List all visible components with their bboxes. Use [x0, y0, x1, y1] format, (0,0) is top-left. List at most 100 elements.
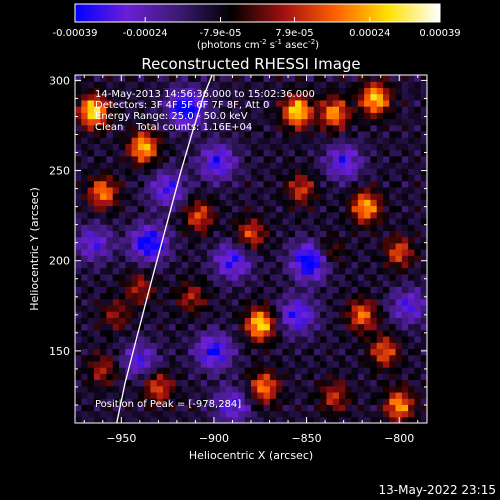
heatmap-cell: [401, 391, 409, 399]
heatmap-cell: [395, 255, 403, 263]
heatmap-cell: [125, 93, 133, 101]
heatmap-cell: [207, 174, 214, 182]
heatmap-cell: [320, 143, 328, 151]
heatmap-cell: [295, 112, 302, 120]
heatmap-cell: [401, 106, 409, 113]
heatmap-cell: [175, 193, 183, 200]
heatmap-cell: [106, 217, 114, 225]
heatmap-cell: [150, 130, 158, 138]
heatmap-cell: [150, 224, 158, 231]
heatmap-cell: [75, 354, 82, 362]
heatmap-cell: [81, 87, 89, 95]
heatmap-cell: [188, 267, 196, 275]
heatmap-cell: [320, 367, 328, 374]
heatmap-cell: [269, 391, 277, 399]
heatmap-cell: [357, 217, 365, 225]
heatmap-cell: [238, 304, 246, 312]
heatmap-cell: [282, 130, 290, 138]
heatmap-cell: [332, 385, 340, 393]
heatmap-cell: [163, 360, 170, 368]
heatmap-cell: [200, 75, 208, 82]
heatmap-cell: [106, 348, 114, 356]
heatmap-cell: [263, 398, 271, 405]
heatmap-cell: [345, 112, 353, 120]
heatmap-cell: [364, 149, 372, 157]
heatmap-cell: [345, 317, 353, 325]
heatmap-cell: [93, 81, 101, 89]
heatmap-cell: [332, 211, 340, 219]
heatmap-cell: [408, 404, 416, 412]
heatmap-cell: [207, 87, 214, 95]
heatmap-cell: [408, 87, 416, 95]
heatmap-cell: [301, 286, 309, 294]
heatmap-cell: [408, 149, 416, 157]
heatmap-cell: [408, 385, 416, 393]
heatmap-cell: [376, 106, 384, 113]
heatmap-cell: [276, 242, 284, 250]
heatmap-cell: [188, 217, 196, 225]
heatmap-cell: [383, 193, 390, 200]
heatmap-cell: [251, 149, 258, 157]
heatmap-cell: [251, 193, 258, 200]
heatmap-cell: [332, 149, 340, 157]
heatmap-cell: [326, 93, 334, 101]
heatmap-cell: [238, 124, 246, 132]
heatmap-cell: [200, 379, 208, 387]
heatmap-cell: [213, 75, 221, 82]
heatmap-cell: [420, 155, 427, 163]
heatmap-cell: [251, 143, 258, 151]
heatmap-cell: [414, 360, 422, 368]
heatmap-cell: [112, 267, 120, 275]
heatmap-cell: [175, 267, 183, 275]
heatmap-cell: [87, 186, 95, 194]
heatmap-cell: [313, 137, 321, 144]
heatmap-cell: [320, 286, 328, 294]
heatmap-cell: [383, 81, 390, 89]
heatmap-cell: [112, 81, 120, 89]
heatmap-cell: [389, 292, 397, 300]
heatmap-cell: [395, 217, 403, 225]
heatmap-cell: [269, 354, 277, 362]
heatmap-cell: [219, 224, 227, 231]
heatmap-cell: [131, 199, 139, 207]
heatmap-cell: [326, 373, 334, 381]
heatmap-cell: [420, 249, 427, 256]
heatmap-cell: [295, 199, 302, 207]
heatmap-cell: [81, 211, 89, 219]
heatmap-cell: [395, 224, 403, 231]
heatmap-cell: [357, 286, 365, 294]
heatmap-cell: [295, 168, 302, 176]
heatmap-cell: [232, 81, 240, 89]
heatmap-cell: [301, 99, 309, 107]
heatmap-cell: [251, 242, 258, 250]
heatmap-cell: [112, 162, 120, 169]
heatmap-cell: [100, 373, 108, 381]
heatmap-cell: [169, 416, 177, 423]
heatmap-cell: [351, 168, 359, 176]
heatmap-cell: [301, 81, 309, 89]
heatmap-cell: [401, 292, 409, 300]
heatmap-cell: [93, 298, 101, 306]
heatmap-cell: [81, 112, 89, 120]
heatmap-cell: [137, 373, 145, 381]
heatmap-cell: [100, 205, 108, 213]
heatmap-cell: [119, 255, 126, 263]
heatmap-cell: [301, 410, 309, 418]
heatmap-cell: [263, 304, 271, 312]
heatmap-cell: [169, 255, 177, 263]
heatmap-cell: [87, 329, 95, 337]
heatmap-cell: [125, 273, 133, 281]
colorbar-tick-label: 7.9e-05: [275, 28, 313, 39]
heatmap-cell: [188, 211, 196, 219]
heatmap-cell: [131, 416, 139, 423]
heatmap-cell: [332, 367, 340, 374]
heatmap-cell: [93, 155, 101, 163]
heatmap-cell: [370, 304, 378, 312]
heatmap-cell: [137, 336, 145, 343]
heatmap-cell: [81, 81, 89, 89]
heatmap-cell: [263, 143, 271, 151]
heatmap-cell: [106, 311, 114, 318]
heatmap-cell: [395, 180, 403, 188]
heatmap-cell: [288, 249, 296, 256]
heatmap-cell: [263, 311, 271, 318]
